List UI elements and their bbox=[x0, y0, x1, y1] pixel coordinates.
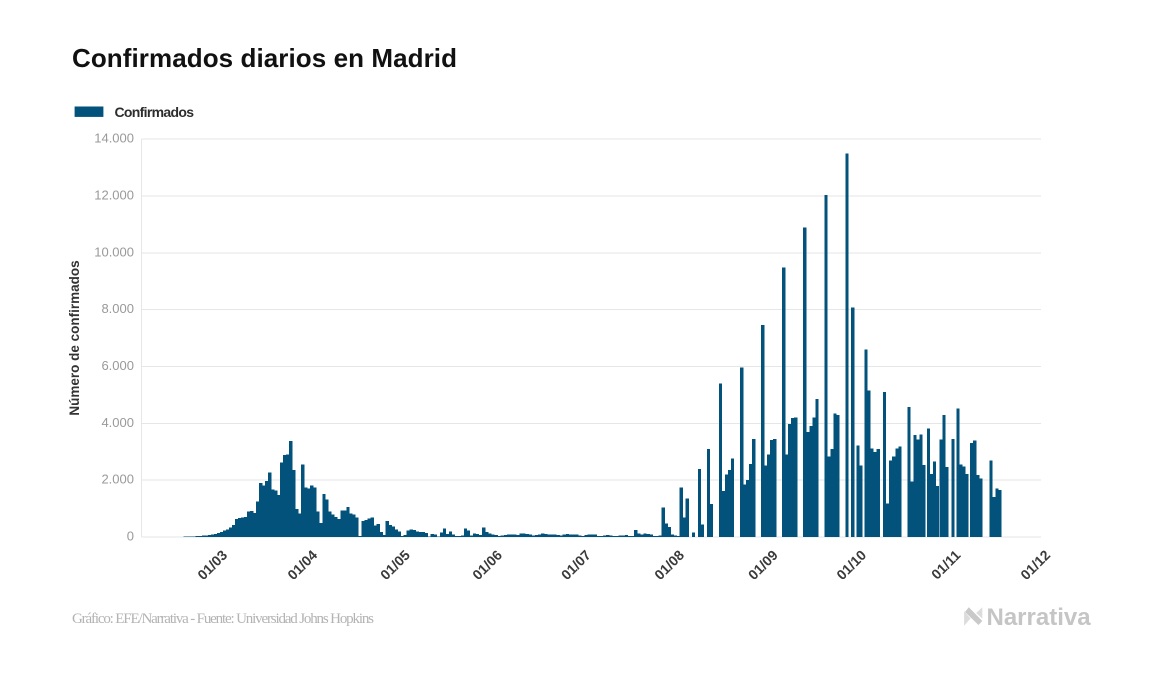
svg-text:10.000: 10.000 bbox=[94, 244, 134, 259]
svg-text:6.000: 6.000 bbox=[101, 358, 134, 373]
svg-text:0: 0 bbox=[127, 529, 134, 544]
svg-text:Gráfico: EFE/Narrativa - Fuent: Gráfico: EFE/Narrativa - Fuente: Univers… bbox=[72, 611, 374, 627]
svg-text:14.000: 14.000 bbox=[94, 131, 134, 146]
svg-text:Confirmados diarios en Madrid: Confirmados diarios en Madrid bbox=[72, 43, 457, 73]
svg-text:4.000: 4.000 bbox=[101, 415, 134, 430]
svg-text:Número de confirmados: Número de confirmados bbox=[67, 260, 82, 415]
svg-text:2.000: 2.000 bbox=[101, 472, 134, 487]
svg-text:Confirmados: Confirmados bbox=[115, 104, 195, 120]
svg-text:Narrativa: Narrativa bbox=[987, 604, 1092, 631]
svg-text:12.000: 12.000 bbox=[94, 187, 134, 202]
svg-text:8.000: 8.000 bbox=[101, 301, 134, 316]
